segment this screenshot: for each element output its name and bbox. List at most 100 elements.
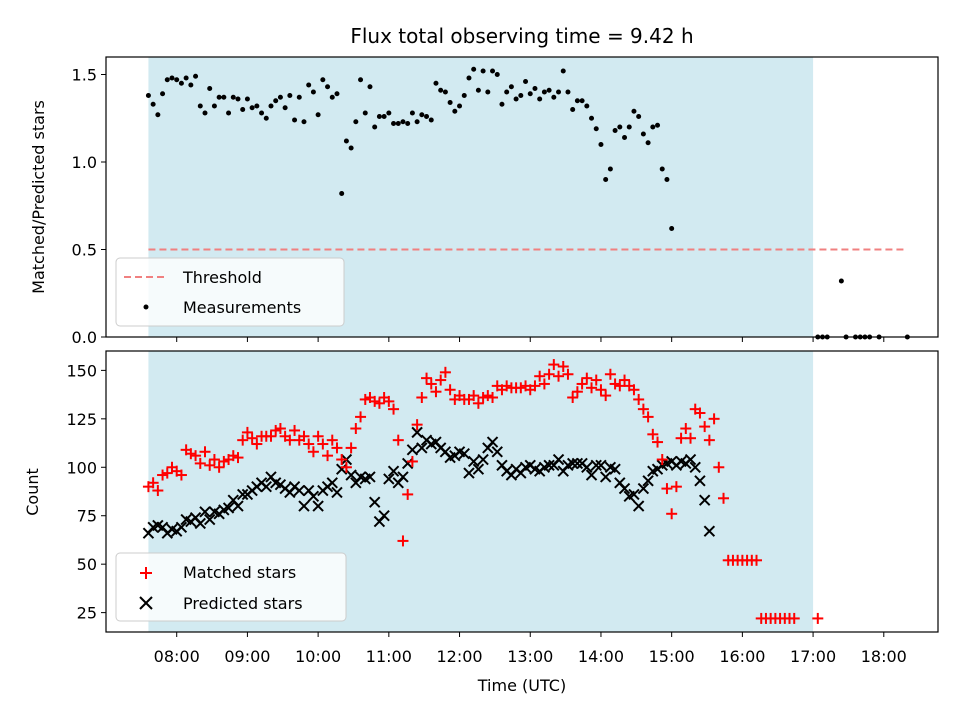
count-y-tick-label: 100: [66, 458, 97, 477]
ratio-y-tick-label: 0.5: [72, 241, 97, 260]
measurement-point: [259, 111, 264, 116]
measurement-point: [650, 125, 655, 130]
measurement-point: [466, 76, 471, 81]
chart-title: Flux total observing time = 9.42 h: [350, 24, 693, 48]
measurement-point: [264, 116, 269, 121]
ratio-panel: 0.00.51.01.5 Flux total observing time =…: [29, 24, 938, 347]
measurement-point: [664, 177, 669, 182]
measurement-point: [570, 107, 575, 112]
count-x-tick-label: 12:00: [436, 647, 482, 666]
count-y-axis-label: Count: [23, 468, 42, 516]
measurement-point: [565, 90, 570, 95]
measurement-point: [188, 83, 193, 88]
measurement-point: [334, 91, 339, 96]
measurement-point: [349, 146, 354, 151]
measurement-point: [613, 128, 618, 133]
measurement-point: [283, 105, 288, 110]
measurement-point: [499, 102, 504, 107]
measurement-point: [292, 118, 297, 123]
count-y-tick-label: 150: [66, 361, 97, 380]
measurement-point: [306, 83, 311, 88]
measurement-point: [344, 139, 349, 144]
measurement-point: [278, 95, 283, 100]
measurement-point: [273, 98, 278, 103]
count-x-tick-label: 15:00: [649, 647, 695, 666]
legend-predicted-label: Predicted stars: [183, 594, 303, 613]
count-y-tick-label: 50: [77, 555, 97, 574]
count-y-tick-label: 75: [77, 507, 97, 526]
count-y-tick-label: 125: [66, 410, 97, 429]
count-x-tick-label: 10:00: [295, 647, 341, 666]
measurement-point: [551, 95, 556, 100]
measurement-point: [481, 69, 486, 74]
measurement-point: [839, 279, 844, 284]
measurement-point: [452, 109, 457, 114]
measurement-point: [438, 88, 443, 93]
measurement-point: [415, 119, 420, 124]
measurement-point: [655, 123, 660, 128]
measurement-point: [250, 105, 255, 110]
count-x-tick-label: 09:00: [224, 647, 270, 666]
measurement-point: [297, 95, 302, 100]
measurement-point: [509, 84, 514, 89]
measurement-point: [622, 135, 627, 140]
measurement-point: [641, 132, 646, 137]
measurement-point: [410, 111, 415, 116]
measurement-point: [429, 118, 434, 123]
measurement-point: [636, 114, 641, 119]
measurement-point: [268, 104, 273, 109]
measurement-point: [528, 91, 533, 96]
measurement-point: [217, 95, 222, 100]
measurement-point: [589, 116, 594, 121]
count-x-tick-label: 11:00: [366, 647, 412, 666]
measurement-point: [320, 77, 325, 82]
count-x-tick-label: 08:00: [154, 647, 200, 666]
measurement-point: [561, 69, 566, 74]
measurement-point: [155, 112, 160, 117]
measurement-point: [495, 72, 500, 77]
measurement-point: [184, 76, 189, 81]
measurement-point: [547, 88, 552, 93]
measurement-point: [537, 97, 542, 102]
measurement-point: [165, 77, 170, 82]
measurement-point: [514, 97, 519, 102]
measurement-point: [443, 90, 448, 95]
measurement-point: [339, 191, 344, 196]
measurement-point: [231, 95, 236, 100]
measurement-point: [245, 97, 250, 102]
measurement-point: [226, 111, 231, 116]
measurement-point: [405, 121, 410, 126]
measurement-point: [594, 126, 599, 131]
measurement-point: [169, 76, 174, 81]
measurement-point: [617, 125, 622, 130]
measurement-point: [377, 114, 382, 119]
measurement-point: [603, 177, 608, 182]
measurement-point: [627, 125, 632, 130]
measurement-point: [575, 98, 580, 103]
measurement-point: [174, 77, 179, 82]
measurement-point: [212, 104, 217, 109]
count-y-tick-label: 25: [77, 604, 97, 623]
ratio-legend: Threshold Measurements: [116, 258, 344, 326]
measurement-point: [471, 67, 476, 72]
measurement-point: [301, 119, 306, 124]
ratio-y-tick-label: 1.5: [72, 66, 97, 85]
measurement-point: [580, 98, 585, 103]
measurement-point: [396, 121, 401, 126]
measurement-point: [235, 97, 240, 102]
measurement-point: [221, 95, 226, 100]
measurement-point: [146, 93, 151, 98]
measurement-point: [485, 90, 490, 95]
measurement-point: [556, 90, 561, 95]
ratio-y-tick-label: 0.0: [72, 328, 97, 347]
measurement-point: [419, 112, 424, 117]
measurement-point: [367, 84, 372, 89]
measurement-point: [476, 88, 481, 93]
measurement-point: [532, 86, 537, 91]
measurement-point: [504, 90, 509, 95]
measurement-point: [151, 102, 156, 107]
measurement-point: [448, 100, 453, 105]
legend-matched-label: Matched stars: [183, 563, 296, 582]
count-legend: Matched stars Predicted stars: [116, 553, 346, 621]
measurement-point: [311, 90, 316, 95]
